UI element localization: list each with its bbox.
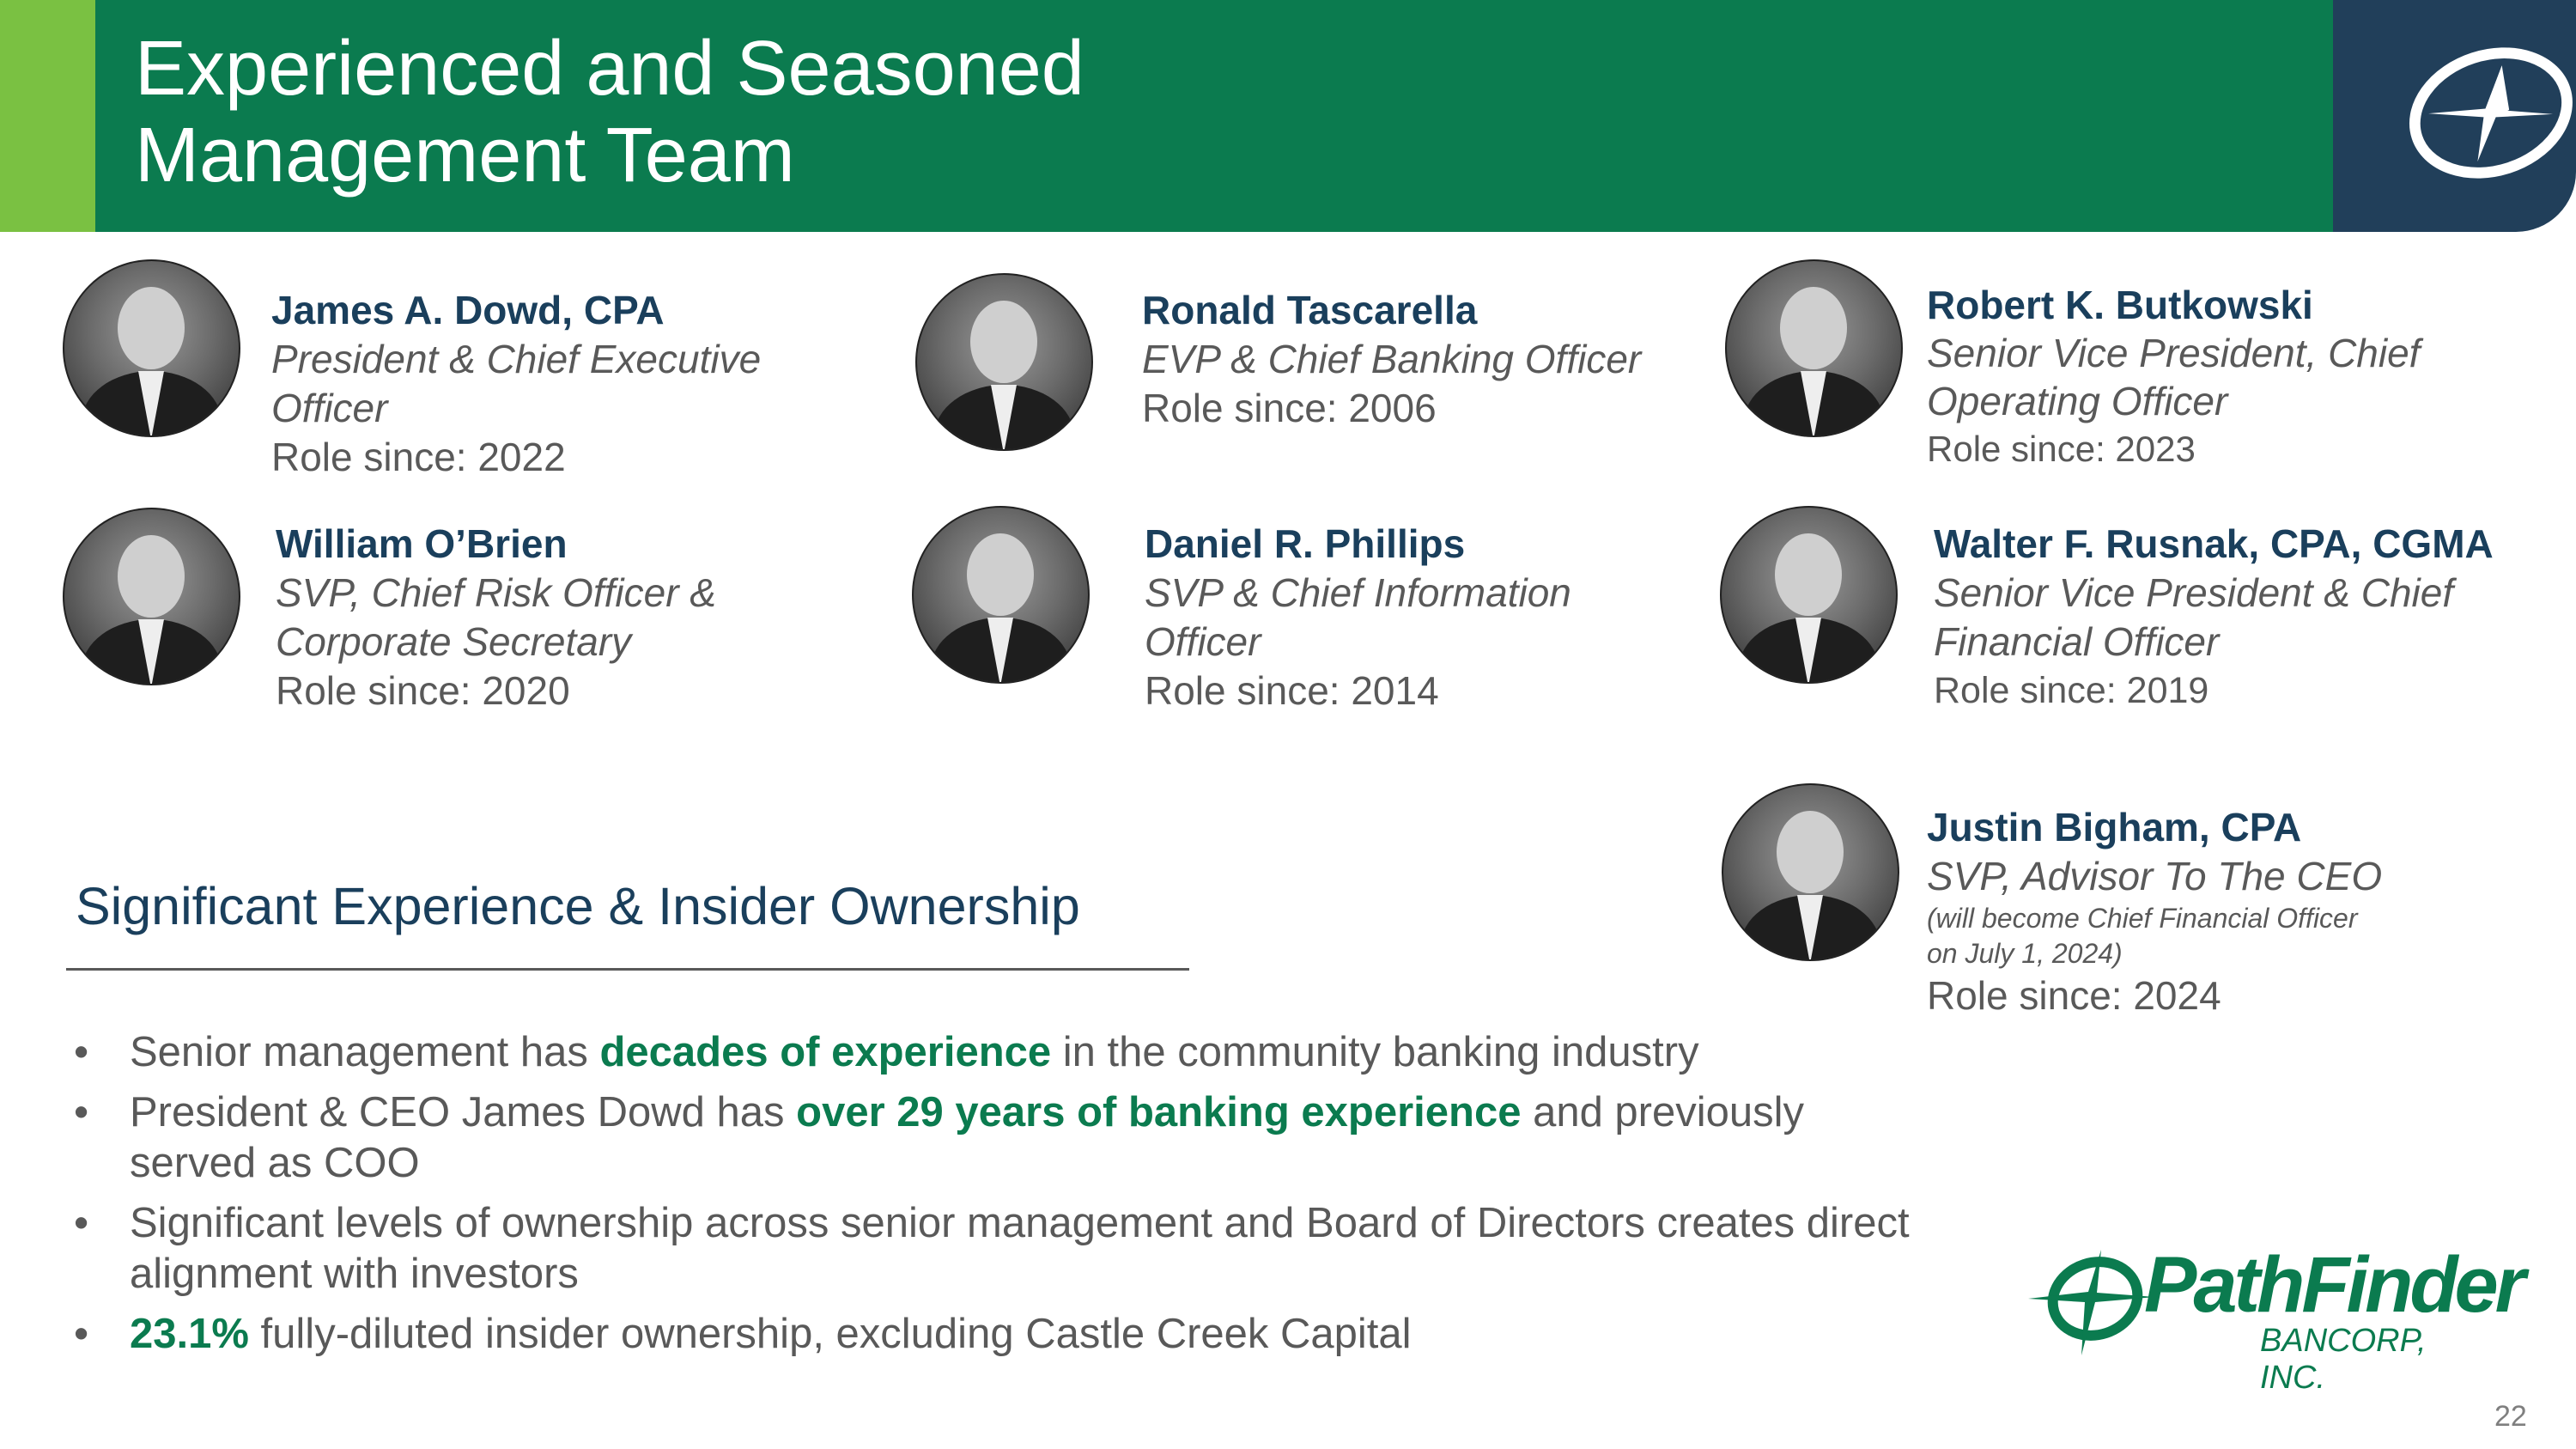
team-member: William O’Brien SVP, Chief Risk Officer … bbox=[276, 520, 716, 715]
bullet-item: • Senior management has decades of experi… bbox=[74, 1027, 1877, 1078]
headshot-photo bbox=[912, 506, 1090, 684]
headshot-photo bbox=[1722, 783, 1899, 961]
header-accent-bar bbox=[0, 0, 95, 232]
bullet-highlight: decades of experience bbox=[599, 1029, 1052, 1075]
header-logo-block bbox=[2333, 0, 2576, 232]
bullet-item: • President & CEO James Dowd has over 29 … bbox=[74, 1087, 1916, 1189]
page-number: 22 bbox=[2494, 1400, 2527, 1433]
team-member: Ronald Tascarella EVP & Chief Banking Of… bbox=[1142, 286, 1641, 433]
section-divider bbox=[66, 968, 1189, 971]
pathfinder-logo: PathFinder BANCORP, INC. bbox=[2028, 1241, 2525, 1396]
member-name: Daniel R. Phillips bbox=[1145, 521, 1466, 566]
member-role-since: Role since: 2024 bbox=[1927, 973, 2221, 1018]
bullet-text: and previously served as COO bbox=[130, 1089, 1805, 1186]
bullet-item: • Significant levels of ownership across … bbox=[74, 1198, 1916, 1300]
member-role-since: Role since: 2019 bbox=[1934, 670, 2209, 711]
bullet-text: in the community banking industry bbox=[1051, 1029, 1699, 1075]
member-name: Justin Bigham, CPA bbox=[1927, 805, 2302, 849]
member-name: James A. Dowd, CPA bbox=[271, 288, 665, 332]
member-title: Senior Vice President & Chief bbox=[1934, 570, 2454, 615]
bullet-text: President & CEO James Dowd has bbox=[130, 1089, 797, 1135]
member-title: President & Chief Executive bbox=[271, 337, 762, 381]
member-role-since: Role since: 2014 bbox=[1145, 668, 1439, 713]
member-name: William O’Brien bbox=[276, 521, 568, 566]
section-heading: Significant Experience & Insider Ownersh… bbox=[76, 877, 1080, 935]
bullet-text: Senior management has bbox=[130, 1029, 600, 1075]
member-name: Walter F. Rusnak, CPA, CGMA bbox=[1934, 521, 2494, 566]
compass-logo-icon bbox=[2028, 1250, 2155, 1355]
bullet-item: • 23.1% fully-diluted insider ownership, … bbox=[74, 1309, 1877, 1360]
member-title: Senior Vice President, Chief bbox=[1927, 331, 2421, 375]
bullet-text: fully-diluted insider ownership, excludi… bbox=[248, 1311, 1412, 1357]
headshot-photo bbox=[915, 273, 1093, 451]
member-title: SVP, Advisor To The CEO bbox=[1927, 854, 2383, 898]
member-note: (will become Chief Financial Officer bbox=[1927, 903, 2358, 934]
headshot-photo bbox=[63, 259, 240, 437]
bullet-icon: • bbox=[74, 1200, 89, 1246]
bullet-text: Significant levels of ownership across s… bbox=[130, 1200, 1910, 1297]
team-member: Justin Bigham, CPA SVP, Advisor To The C… bbox=[1927, 803, 2382, 1020]
logo-wordmark: PathFinder bbox=[2144, 1241, 2525, 1329]
member-note: on July 1, 2024) bbox=[1927, 938, 2123, 969]
logo-subtitle: BANCORP, INC. bbox=[2260, 1323, 2427, 1396]
member-role-since: Role since: 2020 bbox=[276, 668, 570, 713]
team-member: Daniel R. Phillips SVP & Chief Informati… bbox=[1145, 520, 1571, 715]
compass-icon bbox=[2409, 47, 2573, 179]
bullet-highlight: over 29 years of banking experience bbox=[796, 1089, 1522, 1135]
headshot-photo bbox=[1725, 259, 1903, 437]
member-title: Officer bbox=[1145, 619, 1261, 664]
bullet-highlight: 23.1% bbox=[130, 1311, 249, 1357]
member-title: Officer bbox=[271, 386, 388, 430]
bullet-icon: • bbox=[74, 1089, 89, 1135]
member-name: Robert K. Butkowski bbox=[1927, 283, 2313, 327]
headshot-photo bbox=[63, 508, 240, 685]
title-line: Experienced and Seasoned bbox=[135, 26, 1084, 112]
member-role-since: Role since: 2023 bbox=[1927, 429, 2196, 469]
member-name: Ronald Tascarella bbox=[1142, 288, 1478, 332]
team-member: Walter F. Rusnak, CPA, CGMA Senior Vice … bbox=[1934, 520, 2494, 715]
member-title: SVP, Chief Risk Officer & bbox=[276, 570, 716, 615]
member-role-since: Role since: 2022 bbox=[271, 435, 566, 479]
bullet-icon: • bbox=[74, 1029, 89, 1075]
member-title: SVP & Chief Information bbox=[1145, 570, 1571, 615]
title-line: Management Team bbox=[135, 113, 795, 198]
member-title: Corporate Secretary bbox=[276, 619, 632, 664]
member-title: Operating Officer bbox=[1927, 379, 2228, 423]
header-bar bbox=[95, 0, 2333, 232]
bullet-list: • Senior management has decades of experi… bbox=[74, 1027, 1910, 1369]
member-title: Financial Officer bbox=[1934, 619, 2220, 664]
team-member: Robert K. Butkowski Senior Vice Presiden… bbox=[1927, 281, 2420, 473]
headshot-photo bbox=[1720, 506, 1898, 684]
team-member: James A. Dowd, CPA President & Chief Exe… bbox=[271, 286, 761, 482]
bullet-icon: • bbox=[74, 1311, 89, 1357]
member-title: EVP & Chief Banking Officer bbox=[1142, 337, 1642, 381]
member-role-since: Role since: 2006 bbox=[1142, 386, 1437, 430]
page-title: Experienced and Seasoned Management Team bbox=[135, 26, 1084, 199]
